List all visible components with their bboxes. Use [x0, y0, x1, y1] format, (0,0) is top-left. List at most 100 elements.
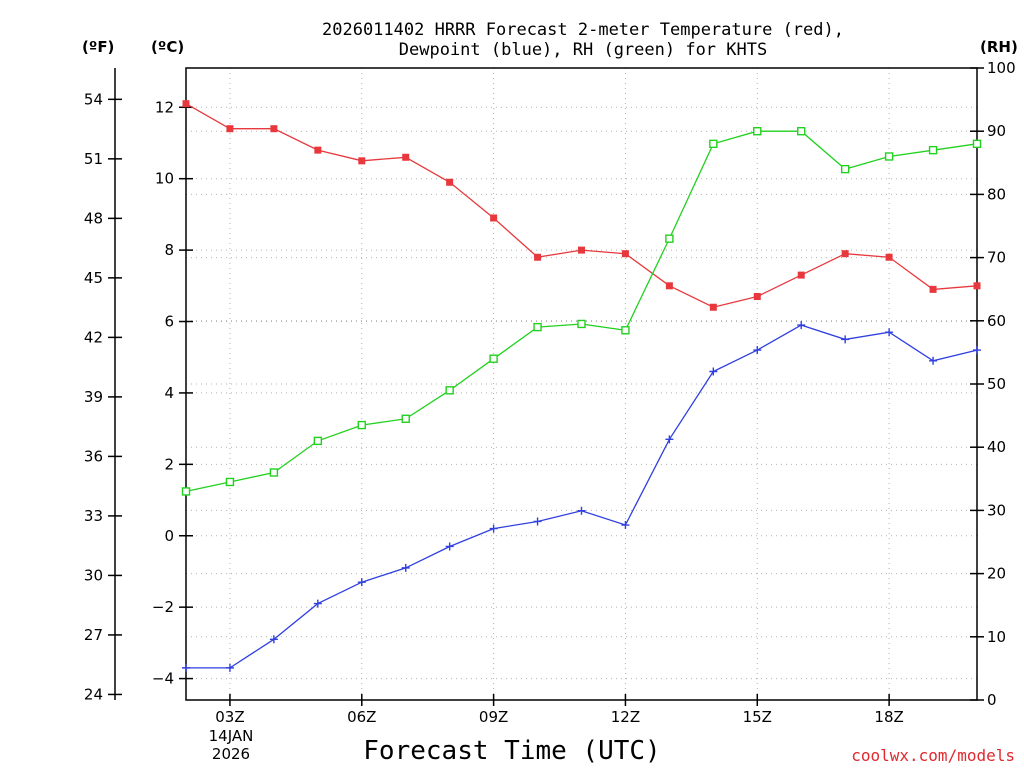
rh-point: [489, 354, 498, 363]
dewpoint-point: [709, 367, 718, 376]
dewpoint-point: [621, 521, 630, 530]
rh-point: [709, 139, 718, 149]
dewpoint-point: [357, 578, 366, 587]
dewpoint-line: [186, 324, 978, 669]
fahrenheit-unit-label: (ºF): [82, 38, 114, 56]
rh-point: [840, 164, 850, 174]
rh-tick-label: 10: [987, 628, 1006, 646]
dewpoint-point: [929, 356, 938, 365]
x-axis-label: Forecast Time (UTC): [363, 736, 660, 766]
temperature-point: [446, 178, 454, 186]
rh-point: [577, 319, 586, 329]
date-label-year: 2026: [212, 745, 250, 763]
rh-tick-label: 30: [987, 501, 1006, 519]
fahrenheit-tick-label: 36: [84, 447, 103, 465]
rh-point: [753, 126, 762, 136]
rh-point: [797, 126, 806, 136]
rh-tick-label: 50: [987, 375, 1006, 393]
temperature-point: [270, 125, 278, 133]
dewpoint-point: [182, 663, 190, 672]
fahrenheit-tick-label: 45: [84, 269, 103, 287]
rh-point: [665, 234, 674, 243]
site-credit: coolwx.com/models: [851, 746, 1015, 765]
celsius-tick-label: −2: [152, 598, 174, 616]
rh-point: [621, 326, 630, 335]
axes: 2427303336394245485154−4−202468101201020…: [84, 59, 1016, 726]
rh-point: [357, 420, 366, 430]
rh-point: [928, 145, 938, 155]
dewpoint-point: [665, 435, 674, 444]
temperature-line: [185, 103, 978, 308]
rh-tick-label: 60: [987, 312, 1006, 330]
temperature-point: [226, 125, 234, 133]
temperature-point: [490, 214, 498, 222]
rh-point: [269, 468, 279, 477]
rh-point: [225, 477, 235, 487]
x-tick-label: 12Z: [611, 708, 640, 726]
date-label-day: 14JAN: [209, 727, 254, 745]
celsius-tick-label: 8: [164, 241, 174, 259]
dewpoint-point: [489, 524, 498, 533]
dewpoint-point: [313, 599, 322, 608]
fahrenheit-tick-label: 27: [84, 626, 103, 644]
dewpoint-point: [753, 346, 762, 355]
x-tick-label: 18Z: [874, 708, 903, 726]
rh-point: [972, 139, 982, 149]
fahrenheit-tick-label: 51: [84, 150, 103, 168]
temperature-point: [534, 253, 542, 261]
celsius-tick-label: 12: [155, 98, 174, 116]
rh-tick-label: 100: [987, 59, 1016, 77]
fahrenheit-tick-label: 33: [84, 507, 103, 525]
fahrenheit-tick-label: 39: [84, 388, 103, 406]
rh-tick-label: 20: [987, 565, 1006, 583]
fahrenheit-tick-label: 42: [84, 328, 103, 346]
fahrenheit-tick-label: 54: [84, 90, 103, 108]
dewpoint-point: [269, 635, 278, 644]
dewpoint-point: [401, 563, 410, 572]
celsius-tick-label: 2: [164, 455, 174, 473]
temperature-point: [578, 246, 585, 254]
fahrenheit-tick-label: 30: [84, 566, 103, 584]
temperature-point: [621, 250, 629, 258]
temperature-point: [753, 293, 761, 301]
dewpoint-point: [225, 663, 234, 672]
rh-point: [181, 487, 191, 496]
dewpoint-point: [885, 328, 894, 337]
x-tick-label: 03Z: [215, 708, 244, 726]
celsius-tick-label: 6: [164, 313, 174, 331]
temperature-point: [182, 100, 190, 108]
dewpoint-point: [841, 335, 850, 344]
rh-point: [445, 386, 454, 395]
celsius-tick-label: 0: [164, 527, 174, 545]
temperature-point: [358, 157, 366, 165]
temperature-point: [841, 250, 849, 258]
fahrenheit-tick-label: 48: [84, 209, 103, 227]
dewpoint-point: [445, 542, 454, 551]
temperature-point: [709, 303, 717, 311]
rh-tick-label: 90: [987, 122, 1006, 140]
dewpoint-point: [973, 346, 981, 355]
chart-title-line2: Dewpoint (blue), RH (green) for KHTS: [399, 40, 767, 60]
temperature-point: [314, 146, 322, 154]
rh-point: [533, 322, 542, 332]
dewpoint-point: [797, 321, 806, 330]
rh-series: [181, 126, 982, 496]
temperature-point: [973, 282, 981, 290]
dewpoint-point: [533, 517, 542, 526]
dewpoint-point: [577, 506, 586, 515]
x-tick-label: 09Z: [479, 708, 508, 726]
grid-lines: [186, 67, 977, 701]
fahrenheit-tick-label: 24: [84, 685, 103, 703]
rh-tick-label: 80: [987, 185, 1006, 203]
celsius-tick-label: 10: [155, 170, 174, 188]
dewpoint-series: [182, 321, 981, 672]
rh-point: [313, 436, 323, 446]
rh-tick-label: 70: [987, 249, 1006, 267]
temperature-point: [797, 271, 805, 279]
rh-unit-label: (RH): [980, 38, 1018, 56]
rh-point: [401, 414, 410, 423]
chart-title-line1: 2026011402 HRRR Forecast 2-meter Tempera…: [322, 20, 844, 40]
temperature-series: [182, 100, 981, 311]
celsius-unit-label: (ºC): [151, 38, 184, 56]
x-tick-label: 15Z: [743, 708, 772, 726]
